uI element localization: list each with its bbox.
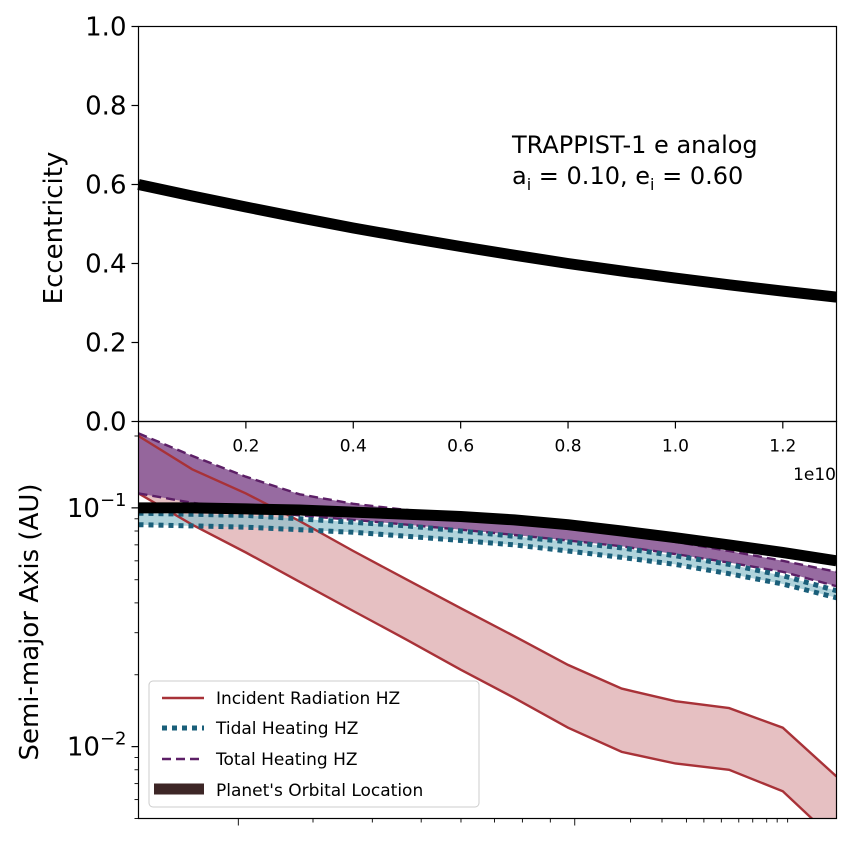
- bottom-plot-frame: [137, 420, 838, 820]
- legend-frame: [148, 680, 480, 808]
- top-y-axis-label: Eccentricity: [39, 152, 69, 305]
- legend-total-label: Total Heating HZ: [215, 750, 358, 770]
- total-heating-hz-outer-line: [138, 432, 837, 573]
- tidal-heating-hz-outer-line: [138, 510, 837, 594]
- planet-orbital-location-line: [138, 502, 837, 567]
- top-x-tick-label: 1.2: [769, 437, 796, 457]
- top-y-tick-label: 0.2: [85, 329, 126, 359]
- bottom-y-tick-label: 10−1: [67, 490, 127, 524]
- annotation-line-2: ai = 0.10, ei = 0.60: [512, 162, 743, 194]
- bottom-y-axis-label: Semi-major Axis (AU): [15, 483, 45, 760]
- bottom-axis-ticks: 10−1 10−2: [67, 435, 789, 826]
- legend-incident-label: Incident Radiation HZ: [216, 689, 400, 709]
- legend-tidal-label: Tidal Heating HZ: [215, 719, 358, 739]
- top-plot-frame: [137, 25, 838, 423]
- total-heating-hz-band: [138, 433, 837, 587]
- eccentricity-panel: 0.0 0.2 0.4 0.6 0.8 1.0 0.2 0.4 0.6 0.8 1.0 1.2 TRA…: [39, 13, 838, 485]
- top-y-tick-label: 1.0: [85, 13, 126, 43]
- incident-radiation-hz-outer-line: [138, 434, 837, 778]
- top-y-tick-label: 0.4: [85, 250, 126, 280]
- top-x-tick-label: 0.2: [232, 437, 259, 457]
- tidal-heating-hz-inner-line: [138, 522, 837, 601]
- legend: Incident Radiation HZ Tidal Heating HZ T…: [148, 680, 480, 808]
- top-y-tick-label: 0.8: [85, 92, 126, 122]
- top-x-tick-label: 0.8: [555, 437, 582, 457]
- x-offset-label: 1e10: [793, 465, 836, 485]
- annotation-line-1: TRAPPIST-1 e analog: [511, 131, 758, 159]
- top-x-tick-label: 0.4: [340, 437, 367, 457]
- top-axis-ticks: 0.0 0.2 0.4 0.6 0.8 1.0 0.2 0.4 0.6 0.8 1.0 1.2: [85, 13, 796, 457]
- legend-planet-label: Planet's Orbital Location: [216, 781, 423, 801]
- tidal-heating-hz-band: [138, 513, 837, 598]
- bottom-y-tick-label: 10−2: [67, 729, 127, 763]
- incident-radiation-hz-inner-line: [138, 492, 814, 818]
- top-y-tick-label: 0.6: [85, 171, 126, 201]
- semimajor-axis-panel: 10−1 10−2 Semi-major Axis (AU) Incident R…: [15, 420, 838, 826]
- top-x-tick-label: 1.0: [662, 437, 689, 457]
- top-x-tick-label: 0.6: [447, 437, 474, 457]
- eccentricity-line: [137, 179, 838, 303]
- top-y-tick-label: 0.0: [85, 408, 126, 438]
